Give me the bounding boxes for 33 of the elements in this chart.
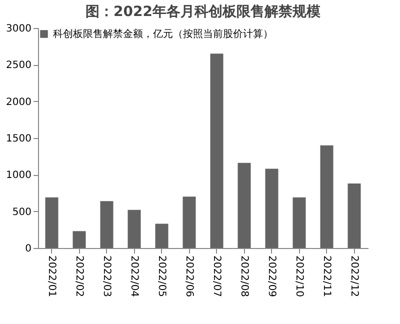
x-tick-label: 2022/04 <box>128 256 140 298</box>
x-tick-label: 2022/03 <box>100 256 112 298</box>
x-tick-label: 2022/09 <box>266 256 277 298</box>
bar <box>292 197 306 248</box>
y-tick-label: 2000 <box>6 96 32 108</box>
x-tick-label: 2022/06 <box>183 256 194 298</box>
y-tick-label: 3000 <box>6 24 32 34</box>
x-tick-label: 2022/12 <box>348 256 360 298</box>
y-tick-label: 500 <box>12 206 32 218</box>
x-tick-label: 2022/07 <box>210 256 222 298</box>
bar <box>238 162 251 248</box>
x-tick-label: 2022/11 <box>320 256 332 298</box>
bar <box>155 224 168 248</box>
chart-title: 图：2022年各月科创板限售解禁规模 <box>86 4 322 20</box>
bar <box>45 197 58 248</box>
y-tick-label: 0 <box>25 244 32 254</box>
bar <box>348 183 361 248</box>
x-tick-label: 2022/10 <box>293 256 304 298</box>
x-tick-label: 2022/01 <box>46 256 57 298</box>
bar <box>210 54 224 248</box>
bar <box>72 231 86 248</box>
bar <box>100 201 114 248</box>
y-tick-label: 1500 <box>6 134 32 144</box>
x-tick-label: 2022/02 <box>73 256 84 298</box>
y-tick-label: 1000 <box>6 170 32 182</box>
bar <box>182 196 196 248</box>
x-tick-label: 2022/08 <box>238 256 250 298</box>
bar <box>265 168 278 248</box>
bar <box>320 145 334 248</box>
x-tick-label: 2022/05 <box>156 256 167 298</box>
legend-label: 科创板限售解禁金额，亿元（按照当前股价计算） <box>53 28 273 40</box>
y-tick-label: 2500 <box>6 60 32 72</box>
bar <box>128 210 141 248</box>
